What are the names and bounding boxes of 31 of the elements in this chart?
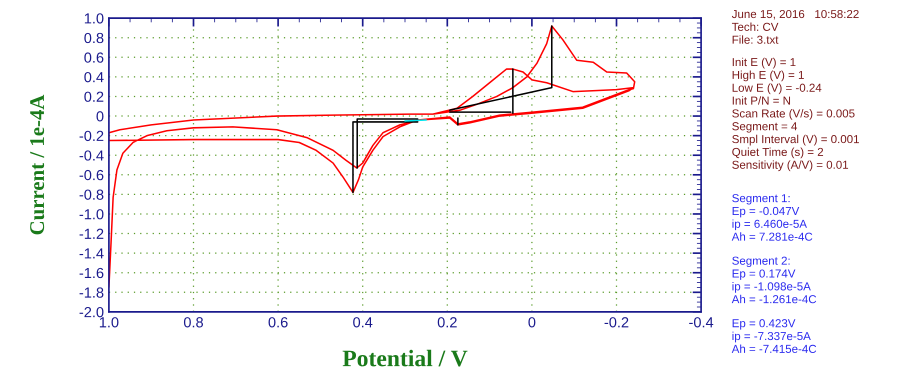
x-tick-label: 0 <box>528 317 536 328</box>
y-tick-label: -1.2 <box>80 228 104 239</box>
y-tick-label: 0 <box>96 111 104 122</box>
x-tick-label: 0.4 <box>353 317 372 328</box>
x-tick-label: 1.0 <box>100 317 118 328</box>
x-tick-label: 0.2 <box>438 317 457 328</box>
x-tick-label: 0.6 <box>268 317 288 328</box>
y-tick-label: -0.4 <box>80 150 104 161</box>
y-tick-label: 0.8 <box>84 32 104 44</box>
x-tick-label: -0.2 <box>604 317 628 328</box>
y-tick-label: -1.4 <box>80 248 104 258</box>
y-tick-label: 0.2 <box>84 92 104 102</box>
y-axis-title: Current / 1e-4A <box>30 94 44 234</box>
text: Segment 1: Ep = -0.047V ip = 6.460e-5A Ah = 7.281e-4C <box>732 194 812 241</box>
text: Segment 2: Ep = 0.174V ip = -1.098e-5A Ah = -1.261e-4C <box>732 256 816 304</box>
text: Ep = 0.423V ip = -7.337e-5A Ah = -7.415e-4C <box>732 319 816 353</box>
y-tick-label: 0.6 <box>84 52 104 63</box>
y-tick-label: 1.0 <box>84 13 104 24</box>
y-tick-label: -2.0 <box>80 306 104 318</box>
y-tick-label: -0.6 <box>80 170 104 180</box>
x-tick-label: -0.4 <box>689 317 714 328</box>
y-tick-label: -1.6 <box>80 268 104 278</box>
y-tick-label: -0.2 <box>80 130 104 142</box>
x-axis-title: Potential / V <box>342 350 468 367</box>
text: June 15, 2016 10:58:22 Tech: CV File: 3.txt <box>732 10 859 44</box>
y-tick-label: -0.8 <box>80 189 104 200</box>
y-tick-label: -1.8 <box>80 287 104 298</box>
text: Init E (V) = 1 High E (V) = 1 Low E (V) = -0.24 Init P/N = N Scan Rate (V/s) = 0.005 Segment = 4 Smpl Interval (V) = 0.001 Quiet Time (s) = 2 Sensitivity (A/V) = 0.01 <box>732 58 859 172</box>
y-tick-label: 0.4 <box>84 72 104 82</box>
x-tick-label: 0.8 <box>184 317 204 328</box>
y-tick-label: -1.0 <box>80 209 104 220</box>
